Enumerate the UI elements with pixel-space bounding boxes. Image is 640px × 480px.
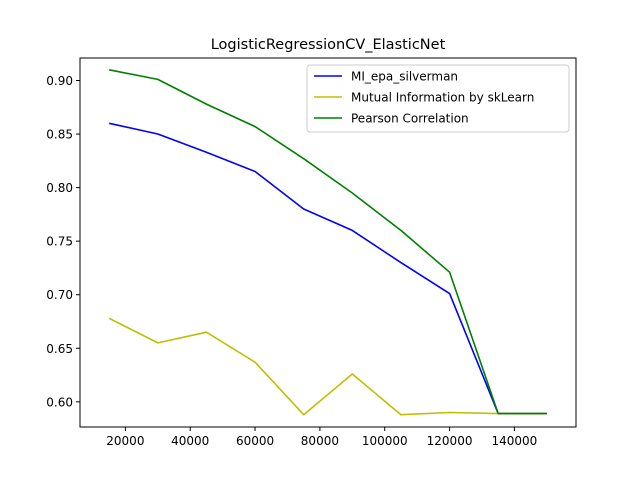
x-tick-label: 20000	[106, 434, 144, 448]
y-tick-label: 0.80	[46, 181, 73, 195]
x-tick-label: 100000	[362, 434, 408, 448]
y-tick-label: 0.65	[46, 342, 73, 356]
y-tick-label: 0.85	[46, 128, 73, 142]
y-tick-label: 0.75	[46, 235, 73, 249]
y-tick-label: 0.70	[46, 288, 73, 302]
series-layer	[108, 69, 547, 416]
x-tick-label: 80000	[301, 434, 339, 448]
plot-frame	[79, 57, 577, 428]
legend-label: Pearson Correlation	[351, 112, 469, 126]
x-axis: 20000 40000 60000 80000 100000 120000 140000	[106, 427, 537, 448]
y-axis: 0.60 0.65 0.70 0.75 0.80 0.85 0.90	[46, 74, 80, 409]
x-tick-label: 140000	[491, 434, 537, 448]
legend: MI_epa_silverman Mutual Information by sk…	[306, 64, 570, 133]
series-line-1	[109, 122, 547, 415]
legend-box	[306, 64, 570, 133]
y-tick-label: 0.90	[46, 74, 73, 88]
series-line-2	[108, 317, 547, 416]
legend-label: Mutual Information by skLearn	[351, 91, 534, 105]
x-tick-label: 40000	[171, 434, 209, 448]
x-tick-label: 120000	[427, 434, 473, 448]
x-tick-label: 60000	[236, 434, 274, 448]
y-tick-label: 0.60	[46, 395, 73, 409]
series-line-3	[109, 69, 547, 415]
chart-title: LogisticRegressionCV_ElasticNet	[211, 37, 446, 53]
legend-label: MI_epa_silverman	[351, 70, 458, 84]
